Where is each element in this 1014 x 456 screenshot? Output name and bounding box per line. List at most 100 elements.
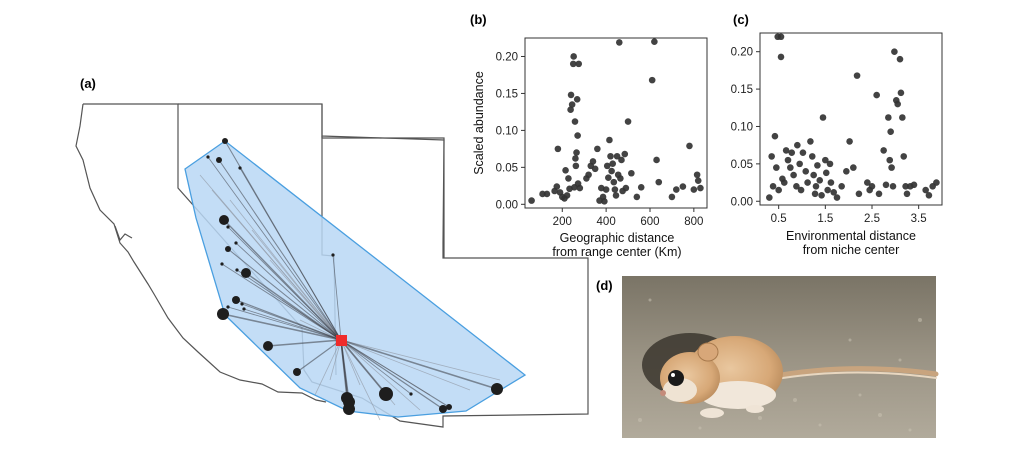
data-point <box>843 168 850 175</box>
map-ray <box>296 339 342 373</box>
data-point <box>925 191 933 199</box>
y-tick-label: 0.15 <box>496 88 518 100</box>
kangaroo-rat-photo-icon <box>622 276 939 438</box>
data-point <box>787 164 794 171</box>
occurrence-point <box>240 302 244 306</box>
data-point <box>605 174 612 181</box>
data-point <box>814 162 821 169</box>
scatter-plot-c: 0.00 0.05 0.10 0.15 0.20 0.5 1.5 2.5 3.5 Enviro… <box>731 32 943 257</box>
data-point <box>679 183 687 190</box>
y-tick-label: 0.00 <box>496 199 518 211</box>
data-point <box>788 149 796 156</box>
data-point <box>553 183 561 190</box>
data-point <box>796 160 803 168</box>
occurrence-point <box>343 396 355 408</box>
map-ray <box>340 339 498 390</box>
data-point <box>591 165 599 173</box>
plot-c-y-axis: 0.00 0.05 0.10 0.15 0.20 <box>731 47 760 208</box>
map-ray <box>241 303 342 341</box>
data-point <box>618 156 625 164</box>
data-point <box>554 145 562 153</box>
plot-b-xlabel-line1: Geographic distance <box>560 231 675 245</box>
data-point <box>875 190 883 198</box>
occurrence-points <box>206 138 503 415</box>
data-point <box>822 169 830 177</box>
data-point <box>771 132 779 140</box>
data-point <box>793 183 800 190</box>
data-point <box>794 141 801 149</box>
plot-b-x-axis: 200 400 600 800 <box>553 208 703 228</box>
data-point <box>613 152 621 160</box>
x-tick-label: 0.5 <box>771 213 787 225</box>
occurrence-point <box>379 387 393 401</box>
occurrence-point <box>232 296 240 304</box>
data-point <box>818 191 825 199</box>
data-point <box>607 152 614 160</box>
data-point <box>882 181 890 189</box>
y-tick-label: 0.10 <box>731 121 753 133</box>
data-point <box>601 198 608 205</box>
data-point <box>889 183 897 190</box>
data-point <box>563 192 571 199</box>
data-point <box>528 197 535 204</box>
data-point <box>873 91 880 99</box>
data-point <box>615 39 623 46</box>
data-point <box>610 178 618 186</box>
y-tick-label: 0.00 <box>731 196 753 208</box>
data-point <box>571 118 579 125</box>
data-point <box>824 186 831 194</box>
data-point <box>894 100 901 108</box>
map-ray <box>340 339 361 386</box>
occurrence-point <box>220 262 224 266</box>
plot-c-frame <box>759 32 943 206</box>
plot-b-y-axis: 0.00 0.05 0.10 0.15 0.20 <box>496 51 525 211</box>
occurrence-point <box>263 341 273 351</box>
data-point <box>697 184 704 192</box>
data-point <box>833 194 841 201</box>
data-point <box>880 147 887 154</box>
map-ray <box>340 339 501 381</box>
map-ray <box>299 319 342 341</box>
data-point <box>637 184 645 191</box>
data-point <box>562 167 569 174</box>
map-ray <box>218 159 342 341</box>
panel-label-c: (c) <box>733 12 749 27</box>
occurrence-point <box>446 404 452 410</box>
data-point <box>673 186 680 193</box>
occurrence-point <box>409 392 413 396</box>
data-point <box>602 186 610 193</box>
data-point <box>777 53 785 61</box>
map-ray <box>269 259 342 341</box>
map-ray <box>227 248 342 341</box>
data-point <box>585 171 592 179</box>
data-point <box>902 183 909 190</box>
occurrence-point <box>222 138 228 144</box>
map-ray <box>227 226 342 341</box>
occurrence-point <box>331 253 335 257</box>
range-hull <box>184 140 527 418</box>
data-point <box>807 138 814 145</box>
map-ray <box>340 339 381 421</box>
plot-c-points <box>766 33 940 201</box>
data-point <box>575 60 583 68</box>
map-ray <box>340 339 471 391</box>
data-point <box>769 183 777 190</box>
map-ray <box>239 167 342 341</box>
data-point <box>868 183 876 190</box>
occurrence-point <box>216 157 222 163</box>
data-point <box>572 155 579 162</box>
data-point <box>648 76 656 84</box>
data-point <box>910 181 918 189</box>
map-ray <box>314 339 342 396</box>
data-point <box>543 190 551 198</box>
map-ray <box>329 339 342 381</box>
panel-label-d: (d) <box>596 278 613 293</box>
data-point <box>690 186 698 193</box>
data-point <box>773 164 780 171</box>
plot-c-xlabel-line1: Environmental distance <box>786 229 916 243</box>
data-point <box>885 114 892 121</box>
data-point <box>668 193 676 201</box>
data-point <box>822 156 829 164</box>
occurrence-point <box>241 268 251 278</box>
